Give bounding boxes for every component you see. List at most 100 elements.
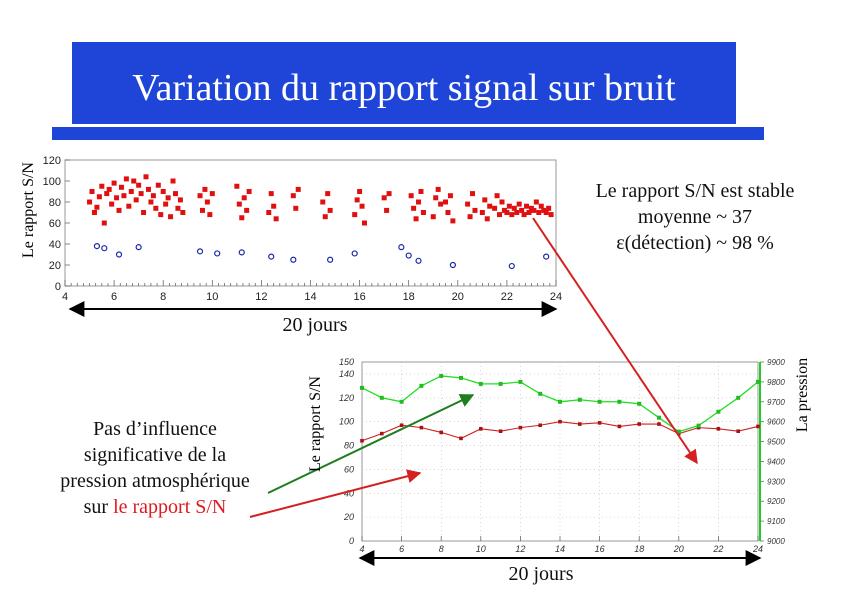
top-chart-y-tick-label: 120 (43, 155, 61, 167)
bottom-chart-y-tick-label: 0 (349, 536, 354, 546)
bottom-chart-green-point (756, 379, 760, 384)
top-scatter-chart: 4 6 8 10 12 14 16 18 20 22 24 0 20 40 60 80 100 120 (43, 155, 562, 303)
top-chart-red-point (293, 205, 299, 211)
bottom-chart-y2-tick-label: 9300 (767, 477, 785, 486)
top-chart-red-point (126, 203, 132, 209)
top-chart-red-point (239, 215, 245, 221)
top-chart-blue-point (398, 244, 405, 251)
top-chart-red-point (94, 204, 100, 210)
bottom-chart-red-point (637, 422, 641, 426)
bottom-chart-red-point (597, 421, 602, 425)
top-chart-red-point (411, 205, 417, 211)
link-arrow-top-to-bottom (532, 217, 698, 465)
top-chart-red-point (357, 189, 363, 194)
top-chart-red-point (114, 195, 120, 201)
bottom-chart-green-point (696, 423, 701, 428)
bottom-chart-green-point (558, 399, 562, 404)
bottom-chart-red-point (657, 422, 661, 426)
influence-note-line4-a: sur (83, 496, 114, 518)
top-chart-red-point (234, 183, 240, 189)
top-chart-red-point (482, 197, 488, 203)
top-chart-blue-point (351, 250, 358, 257)
top-chart-red-point (153, 205, 159, 211)
top-chart-red-point (465, 201, 471, 207)
top-chart-red-point (236, 201, 242, 207)
top-chart-blue-point (449, 261, 456, 269)
top-chart-red-point (204, 199, 210, 205)
top-chart-red-point (320, 199, 326, 205)
bottom-chart-y-tick-label: 40 (344, 488, 354, 498)
top-chart-red-point (241, 195, 247, 201)
top-chart-red-point (531, 207, 537, 213)
bottom-chart-x-tick-label: 16 (595, 544, 605, 554)
bottom-chart-x-tick-label: 4 (359, 544, 364, 554)
top-chart-red-point (109, 201, 115, 207)
bottom-chart-x-tick-label: 12 (515, 544, 525, 554)
top-chart-red-point (506, 203, 512, 209)
span-label-top: 20 jours (282, 314, 348, 336)
top-chart-red-point (416, 199, 422, 205)
top-chart-red-point (165, 195, 171, 201)
top-chart-x-tick-label: 24 (550, 291, 562, 303)
bottom-chart-y-tick-label: 100 (339, 417, 354, 427)
top-chart-red-point (177, 197, 183, 203)
top-chart-red-point (209, 191, 215, 197)
top-chart-red-point (435, 186, 441, 192)
top-chart-red-point (494, 193, 500, 199)
top-chart-red-point (202, 186, 208, 192)
top-chart-y-tick-label: 100 (43, 176, 61, 188)
top-chart-y-tick-label: 0 (55, 281, 61, 293)
top-chart-red-point (536, 210, 542, 215)
top-chart-y-tick-label: 80 (49, 197, 61, 209)
bottom-chart-green-point (360, 385, 364, 390)
bottom-chart-x-tick-label: 8 (439, 544, 444, 554)
top-chart-red-point (487, 203, 493, 209)
top-chart-red-point (145, 186, 151, 192)
top-chart-red-point (443, 199, 449, 205)
snr-arrow (249, 469, 422, 518)
bottom-chart-y2-tick-label: 9700 (767, 398, 785, 407)
top-chart-red-point (548, 212, 554, 218)
stability-note-line3: ε(détection) ~ 98 % (616, 232, 774, 254)
stability-note-line1: Le rapport S/N est stable (595, 180, 795, 202)
influence-note-line4: sur le rapport S/N (40, 494, 270, 520)
top-chart-red-point (381, 195, 387, 201)
top-chart-red-point (384, 207, 390, 213)
bottom-chart-x-tick-label: 20 (673, 544, 684, 554)
bottom-chart-x-tick-label: 6 (399, 544, 404, 554)
top-chart-red-point (172, 191, 178, 197)
top-chart-red-point (352, 212, 358, 218)
bottom-chart-green-point (478, 381, 483, 386)
bottom-chart-green-point (538, 391, 543, 396)
top-chart-red-point (325, 191, 331, 197)
bottom-chart-red-point (716, 427, 721, 431)
top-chart-red-point (197, 193, 203, 199)
top-chart-blue-point (214, 250, 221, 257)
top-chart-blue-point (93, 243, 101, 250)
top-chart-red-point (526, 210, 532, 215)
top-chart-x-tick-label: 10 (206, 291, 218, 303)
top-chart-red-point (143, 174, 149, 180)
bottom-chart-y2-tick-label: 9900 (767, 358, 785, 367)
bottom-chart-green-point (439, 373, 444, 378)
top-chart-red-point (533, 199, 539, 205)
top-chart-red-point (160, 189, 166, 194)
bottom-chart-red-point (419, 425, 424, 430)
top-chart-red-point (121, 193, 127, 199)
top-chart-x-tick-label: 14 (304, 291, 316, 303)
bottom-chart-red-point (756, 424, 760, 429)
top-chart-red-point (180, 210, 186, 215)
top-chart-red-point (484, 216, 490, 222)
top-chart-red-point (150, 193, 156, 199)
top-chart-red-point (479, 210, 485, 215)
top-chart-red-point (168, 214, 174, 220)
top-chart-red-point (138, 191, 144, 197)
bottom-chart-red-point (578, 422, 582, 426)
top-chart-x-tick-label: 4 (62, 291, 68, 303)
top-chart-red-point (131, 178, 137, 184)
top-chart-red-point (155, 182, 161, 188)
top-chart-blue-point (115, 251, 123, 258)
title-underline-bar (52, 127, 764, 140)
bottom-chart-red-point (538, 423, 542, 428)
top-chart-red-point (524, 203, 530, 209)
